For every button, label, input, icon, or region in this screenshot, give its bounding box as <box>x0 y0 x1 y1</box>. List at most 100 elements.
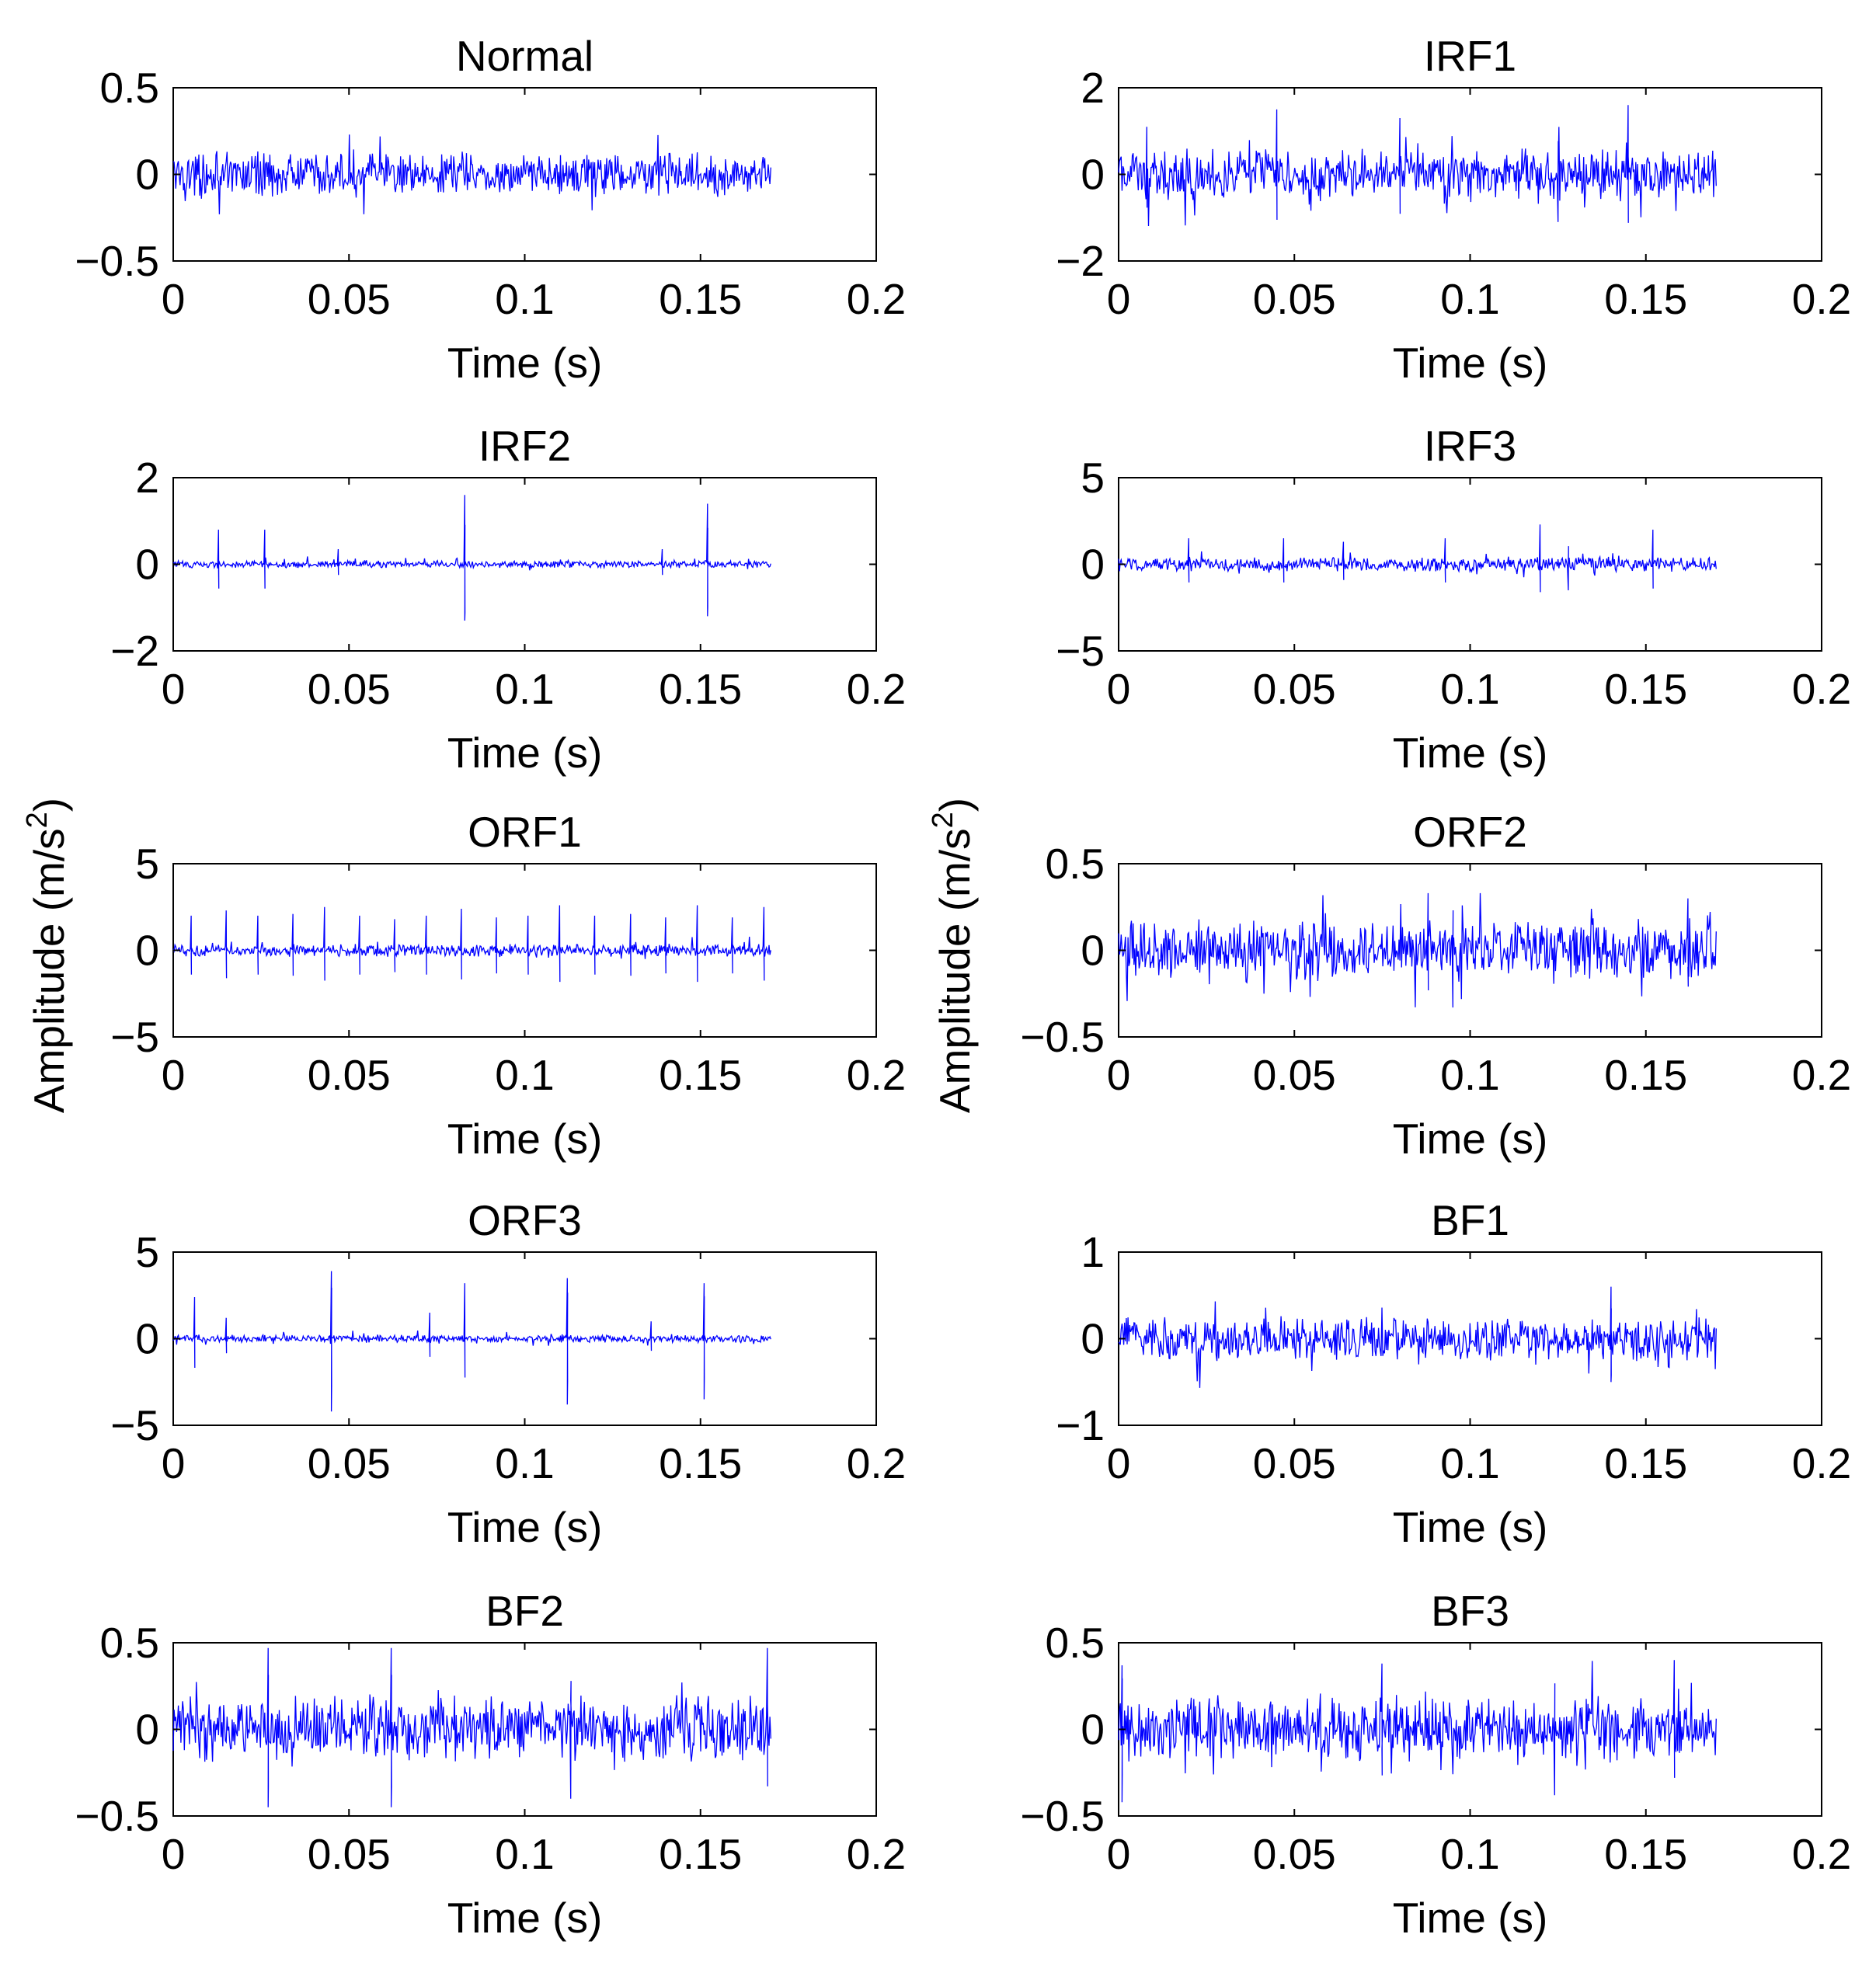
signal-trace-irf1 <box>1118 105 1717 227</box>
y-tick-label: 5 <box>135 1228 159 1276</box>
y-tick-label: 0 <box>1081 1315 1105 1363</box>
x-tick-label: 0 <box>1107 665 1131 713</box>
x-tick-label: 0 <box>1107 1439 1131 1487</box>
x-tick-label: 0.1 <box>1440 665 1499 713</box>
x-tick-label: 0.1 <box>1440 1051 1499 1099</box>
y-tick-label: 1 <box>1081 1228 1105 1276</box>
x-axis-label: Time (s) <box>447 1115 603 1163</box>
x-tick-label: 0.15 <box>1604 1439 1687 1487</box>
x-tick-label: 0.05 <box>308 275 391 323</box>
y-tick-label: 2 <box>135 454 159 502</box>
y-tick-label: 0 <box>135 541 159 589</box>
x-axis-label: Time (s) <box>1393 729 1548 777</box>
x-tick-label: 0.1 <box>495 1439 554 1487</box>
x-axis-label: Time (s) <box>447 339 603 387</box>
x-tick-label: 0.2 <box>1792 665 1851 713</box>
subplot-title: IRF2 <box>479 422 571 470</box>
x-tick-label: 0.1 <box>495 275 554 323</box>
x-tick-label: 0.1 <box>495 1830 554 1878</box>
signal-trace-bf1 <box>1118 1286 1717 1388</box>
y-tick-label: 5 <box>135 840 159 888</box>
shared-ylabel-left: Amplitude (m/s2) <box>21 798 73 1113</box>
x-tick-label: 0 <box>1107 275 1131 323</box>
x-tick-label: 0.1 <box>495 1051 554 1099</box>
x-tick-label: 0.15 <box>659 275 742 323</box>
subplot-title: ORF2 <box>1413 808 1527 856</box>
x-tick-label: 0.15 <box>1604 1051 1687 1099</box>
y-tick-label: 0.5 <box>1046 840 1105 888</box>
axes-frame <box>1118 863 1822 1038</box>
x-tick-label: 0.1 <box>495 665 554 713</box>
y-tick-label: −2 <box>110 627 159 675</box>
x-tick-label: 0.05 <box>308 1830 391 1878</box>
x-tick-label: 0 <box>162 1051 186 1099</box>
x-tick-label: 0.05 <box>1253 1051 1336 1099</box>
y-tick-label: 0 <box>135 1315 159 1363</box>
x-axis-label: Time (s) <box>1393 1115 1548 1163</box>
x-tick-label: 0.05 <box>1253 1830 1336 1878</box>
y-tick-label: 0 <box>135 151 159 199</box>
y-tick-label: −0.5 <box>1020 1013 1105 1061</box>
x-tick-label: 0.15 <box>1604 665 1687 713</box>
subplot-title: IRF3 <box>1424 422 1516 470</box>
y-tick-label: −2 <box>1056 237 1105 285</box>
x-tick-label: 0.1 <box>1440 1830 1499 1878</box>
y-tick-label: 0.5 <box>100 1619 159 1667</box>
x-tick-label: 0 <box>162 1439 186 1487</box>
x-tick-label: 0.2 <box>847 1439 906 1487</box>
x-tick-label: 0.2 <box>847 275 906 323</box>
x-tick-label: 0.05 <box>1253 1439 1336 1487</box>
axes-frame <box>172 87 877 262</box>
x-tick-label: 0.2 <box>1792 275 1851 323</box>
x-tick-label: 0.2 <box>1792 1439 1851 1487</box>
signal-trace-bf3 <box>1118 1660 1717 1803</box>
y-tick-label: 0 <box>135 927 159 975</box>
y-tick-label: 0 <box>1081 927 1105 975</box>
x-tick-label: 0.2 <box>1792 1830 1851 1878</box>
x-tick-label: 0.2 <box>847 1051 906 1099</box>
x-tick-label: 0.1 <box>1440 1439 1499 1487</box>
x-tick-label: 0.2 <box>1792 1051 1851 1099</box>
signal-trace-orf3 <box>172 1271 771 1412</box>
y-tick-label: 5 <box>1081 454 1105 502</box>
subplot-title: BF1 <box>1431 1196 1509 1244</box>
x-tick-label: 0.15 <box>659 1051 742 1099</box>
y-tick-label: −0.5 <box>75 237 159 285</box>
x-axis-label: Time (s) <box>447 729 603 777</box>
signal-trace-orf2 <box>1118 892 1717 1008</box>
y-tick-label: 0 <box>1081 151 1105 199</box>
y-tick-label: 0 <box>1081 1706 1105 1754</box>
x-tick-label: 0.15 <box>659 1439 742 1487</box>
x-tick-label: 0 <box>1107 1830 1131 1878</box>
x-axis-label: Time (s) <box>1393 1894 1548 1942</box>
x-tick-label: 0.2 <box>847 665 906 713</box>
y-tick-label: −1 <box>1056 1401 1105 1449</box>
x-tick-label: 0.05 <box>308 1051 391 1099</box>
x-tick-label: 0.15 <box>659 665 742 713</box>
signal-trace-bf2 <box>172 1647 771 1807</box>
x-axis-label: Time (s) <box>447 1894 603 1942</box>
x-tick-label: 0 <box>162 665 186 713</box>
signal-trace-irf2 <box>172 495 771 621</box>
subplot-title: Normal <box>456 32 593 80</box>
x-axis-label: Time (s) <box>447 1503 603 1551</box>
x-tick-label: 0 <box>1107 1051 1131 1099</box>
x-tick-label: 0.15 <box>659 1830 742 1878</box>
subplot-title: BF2 <box>486 1587 564 1635</box>
x-tick-label: 0.05 <box>1253 665 1336 713</box>
x-tick-label: 0.15 <box>1604 275 1687 323</box>
subplot-title: ORF1 <box>468 808 582 856</box>
signal-trace-orf1 <box>172 905 771 983</box>
x-axis-label: Time (s) <box>1393 1503 1548 1551</box>
x-axis-label: Time (s) <box>1393 339 1548 387</box>
